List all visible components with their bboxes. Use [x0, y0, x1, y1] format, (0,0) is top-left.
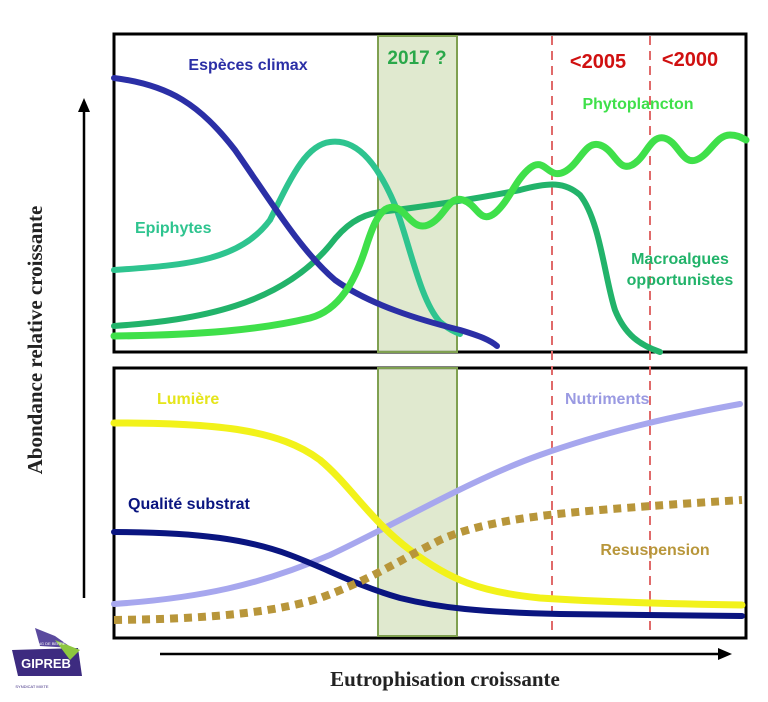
climax-curve: [111, 75, 500, 349]
phytoplankton-label: Phytoplancton: [582, 96, 693, 113]
epiphytes-label: Epiphytes: [135, 220, 212, 237]
resuspension-curve: [113, 496, 743, 624]
logo-tagline-bottom: SYNDICAT MIXTE: [15, 684, 49, 689]
logo-shape-mid: [12, 648, 82, 676]
substrate-curve: [111, 529, 745, 619]
x-axis-arrowhead: [718, 648, 732, 660]
y-axis-title: Abondance relative croissante: [23, 206, 47, 475]
phytoplankton-curve: [110, 131, 750, 340]
light-curve: [110, 419, 746, 609]
year-highlight-label: 2017 ?: [387, 48, 446, 69]
nutrients-curve: [111, 401, 743, 607]
resuspension-label: Resuspension: [600, 542, 709, 559]
y-axis-arrowhead: [78, 98, 90, 112]
marker-2005-label: <2005: [570, 51, 626, 73]
macroalgae-label-line2: opportunistes: [627, 272, 734, 289]
logo-name: GIPREB: [21, 656, 71, 671]
year-highlight-box-bottom: [377, 367, 458, 637]
logo-shape-top: [35, 628, 72, 648]
x-axis-title: Eutrophisation croissante: [330, 667, 560, 691]
marker-2000-label: <2000: [662, 49, 718, 71]
logo-shape-accent: [55, 640, 80, 660]
macroalgae-curve: [111, 181, 663, 355]
macroalgae-label-line1: Macroalgues: [631, 251, 729, 268]
gipreb-logo: ÉTANG DE BERRE GIPREB SYNDICAT MIXTE: [12, 628, 82, 689]
nutrients-label: Nutriments: [565, 391, 650, 408]
climax-label: Espèces climax: [188, 57, 307, 74]
logo-tagline-top: ÉTANG DE BERRE: [30, 641, 65, 646]
light-label: Lumière: [157, 391, 219, 408]
substrate-label: Qualité substrat: [128, 496, 250, 513]
